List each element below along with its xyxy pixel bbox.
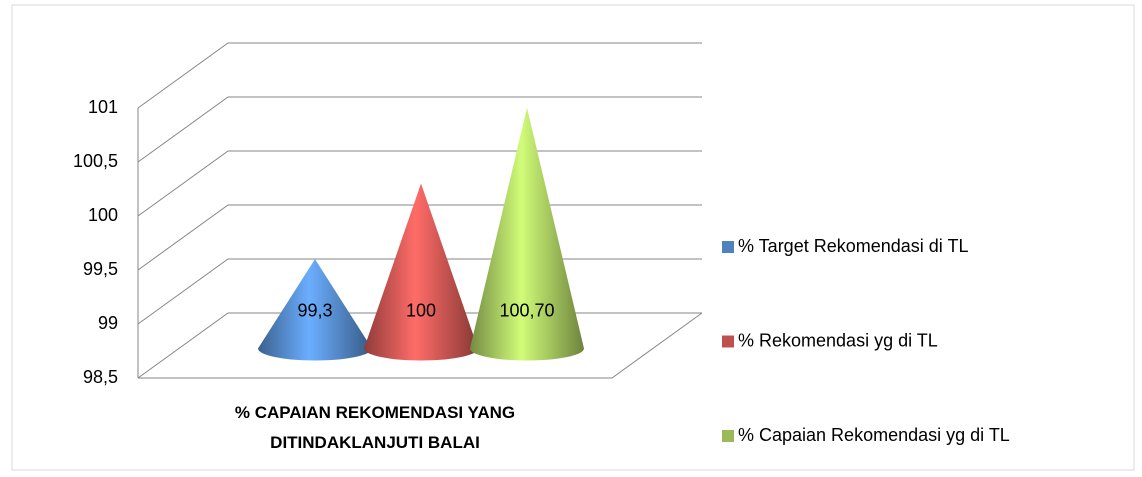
cone	[258, 259, 372, 361]
data-label: 100,70	[499, 300, 554, 320]
data-label: 100	[406, 300, 436, 320]
grid-line	[137, 42, 702, 109]
y-tick-label: 101	[88, 97, 118, 117]
floor	[138, 312, 703, 379]
legend-swatch	[722, 430, 734, 442]
chart-frame	[11, 4, 1135, 471]
legend-label: % Capaian Rekomendasi yg di TL	[738, 425, 1010, 445]
cone	[364, 183, 479, 361]
legend-label: % Target Rekomendasi di TL	[738, 236, 968, 256]
x-category-label: % CAPAIAN REKOMENDASI YANG DITINDAKLANJU…	[234, 403, 516, 452]
legend-swatch	[722, 335, 734, 348]
cone	[470, 107, 584, 361]
y-tick-label: 99,5	[83, 259, 118, 279]
legend-swatch	[722, 241, 734, 253]
y-tick-label: 98,5	[83, 367, 118, 387]
y-tick-label: 99	[98, 313, 118, 333]
grid-line	[137, 150, 702, 217]
data-label: 99,3	[297, 300, 332, 320]
grid-line	[137, 96, 702, 163]
legend-label: % Rekomendasi yg di TL	[738, 330, 938, 350]
y-tick-label: 100,5	[73, 151, 118, 171]
y-tick-label: 100	[88, 205, 118, 225]
